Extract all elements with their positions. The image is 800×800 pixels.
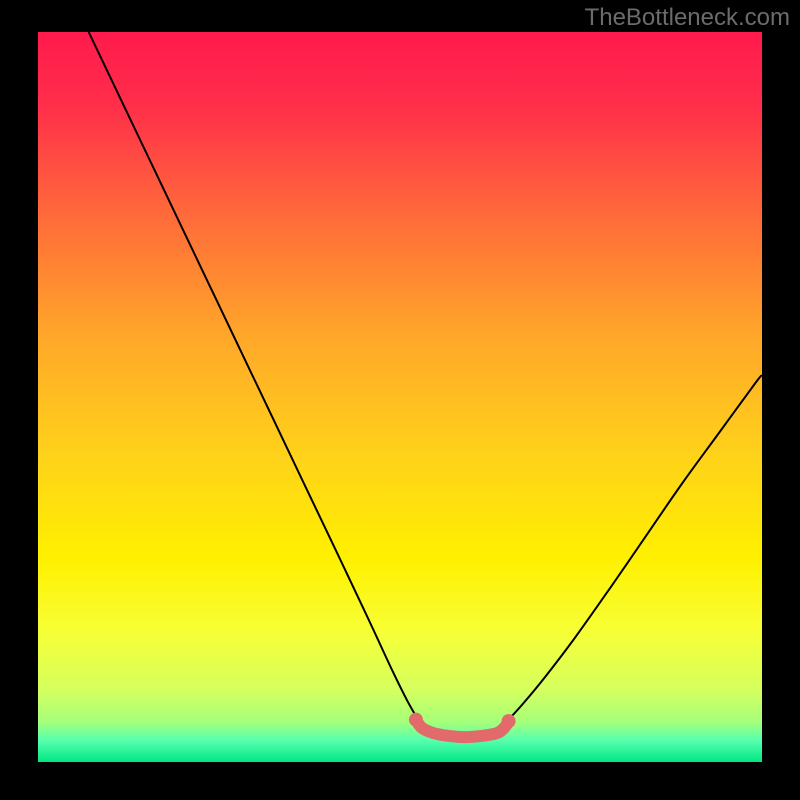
plot-area xyxy=(38,32,762,762)
chart-container: TheBottleneck.com xyxy=(0,0,800,800)
curve-left xyxy=(89,32,418,720)
curve-layer xyxy=(38,32,762,762)
accent-dot-1 xyxy=(502,714,516,728)
watermark-text: TheBottleneck.com xyxy=(585,4,790,32)
bottom-accent xyxy=(416,720,509,738)
curve-right xyxy=(507,375,762,721)
accent-dot-0 xyxy=(409,713,423,727)
